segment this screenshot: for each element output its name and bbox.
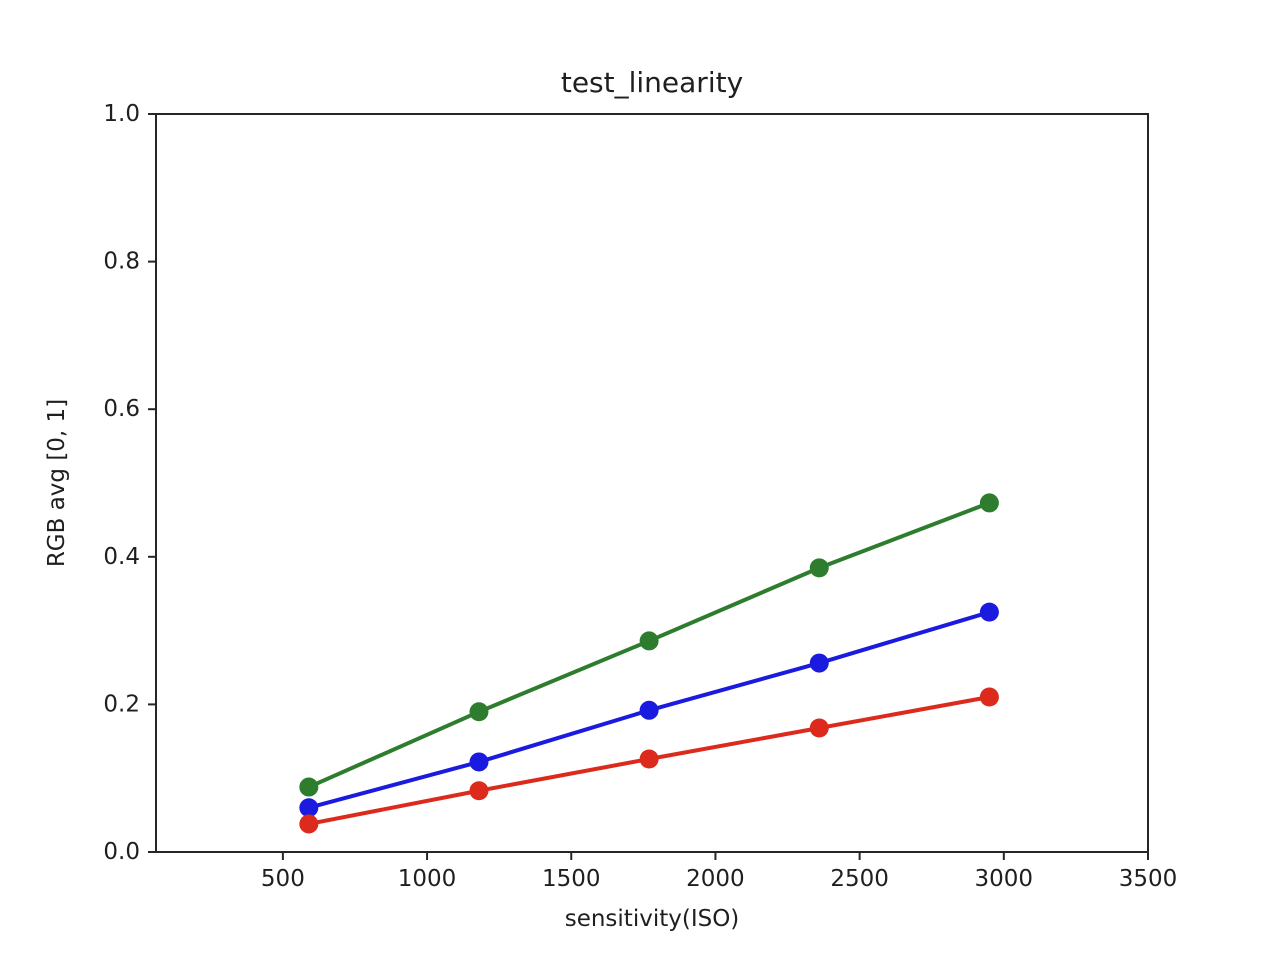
green-channel-data-point <box>469 702 489 722</box>
blue-channel-data-point <box>469 752 489 772</box>
x-tick-label: 2500 <box>830 866 889 892</box>
x-axis-label: sensitivity(ISO) <box>564 906 740 932</box>
blue-channel-data-point <box>979 602 999 622</box>
chart-title: test_linearity <box>560 66 744 99</box>
x-tick-label: 3000 <box>975 866 1034 892</box>
green-channel-data-point <box>809 558 829 578</box>
green-channel-data-point <box>639 631 659 651</box>
y-tick-label: 0.2 <box>103 691 140 717</box>
blue-channel-data-point <box>639 700 659 720</box>
x-tick-label: 3500 <box>1119 866 1178 892</box>
red-channel-data-point <box>639 749 659 769</box>
x-tick-label: 2000 <box>686 866 745 892</box>
x-tick-label: 1000 <box>398 866 457 892</box>
y-tick-label: 1.0 <box>103 101 140 127</box>
red-channel-data-point <box>979 687 999 707</box>
red-channel-data-point <box>469 781 489 801</box>
y-axis-label: RGB avg [0, 1] <box>44 398 70 568</box>
axes-frame <box>155 113 1149 853</box>
y-tick-label: 0.0 <box>103 839 140 865</box>
y-tick-label: 0.4 <box>103 544 140 570</box>
green-channel-data-point <box>979 493 999 513</box>
green-channel-data-point <box>299 777 319 797</box>
y-tick-label: 0.6 <box>103 396 140 422</box>
red-channel-data-point <box>299 814 319 834</box>
blue-channel-data-point <box>809 653 829 673</box>
x-tick-label: 500 <box>261 866 305 892</box>
red-channel-data-point <box>809 718 829 738</box>
x-tick-label: 1500 <box>542 866 601 892</box>
blue-channel-data-point <box>299 798 319 818</box>
y-tick-label: 0.8 <box>103 249 140 275</box>
